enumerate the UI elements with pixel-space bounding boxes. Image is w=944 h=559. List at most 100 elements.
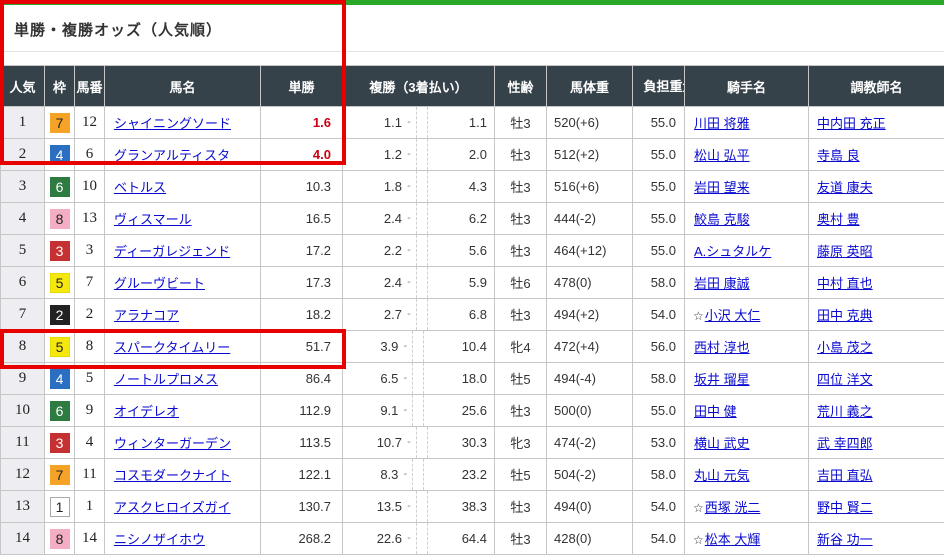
sex-age: 牡3 xyxy=(494,138,547,171)
horse-name-link[interactable]: ニシノザイホウ xyxy=(114,532,206,547)
horse-weight: 494(0) xyxy=(546,490,633,523)
sex-age: 牡5 xyxy=(494,458,547,491)
table-row: 7 2 2 アラナコア 18.2 2.7 - 6.8 牡3 494(+2) 54… xyxy=(0,298,944,331)
place-odds-high: 2.0 xyxy=(468,147,487,162)
horse-name-link[interactable]: ベトルス xyxy=(114,180,167,195)
horse-name-link[interactable]: ノートルプロメス xyxy=(114,372,219,387)
trainer-cell: 新谷 功一 xyxy=(808,522,944,555)
horse-name-cell: ニシノザイホウ xyxy=(104,522,261,555)
horse-name-link[interactable]: アラナコア xyxy=(114,308,180,323)
apprentice-star: ☆ xyxy=(693,533,704,547)
jockey-link[interactable]: 田中 健 xyxy=(694,404,737,419)
col-header-horse-weight: 馬体重 xyxy=(546,65,633,107)
place-odds-high: 25.6 xyxy=(461,403,488,418)
frame-number-badge: 3 xyxy=(49,240,70,261)
horse-number: 7 xyxy=(74,266,105,299)
place-odds-separator: - xyxy=(407,212,411,224)
horse-name-link[interactable]: グルーヴビート xyxy=(114,276,206,291)
table-row: 1 7 12 シャイニングソード 1.6 1.1 - 1.1 牡3 520(+6… xyxy=(0,106,944,139)
jockey-cell: 岩田 康誠 xyxy=(684,266,809,299)
win-odds: 16.5 xyxy=(260,202,343,235)
frame-cell: 4 xyxy=(44,362,75,395)
trainer-cell: 野中 賢二 xyxy=(808,490,944,523)
place-odds-divider xyxy=(416,523,428,554)
jockey-link[interactable]: 小沢 大仁 xyxy=(704,308,761,323)
impost-weight: 54.0 xyxy=(632,522,685,555)
place-odds-cell: 13.5 - 38.3 xyxy=(342,490,495,523)
jockey-link[interactable]: 丸山 元気 xyxy=(694,468,750,483)
trainer-link[interactable]: 吉田 直弘 xyxy=(817,468,873,483)
jockey-link[interactable]: 坂井 瑠星 xyxy=(694,372,750,387)
win-odds: 86.4 xyxy=(260,362,343,395)
place-odds-low: 9.1 xyxy=(380,403,399,418)
popularity-rank: 2 xyxy=(0,138,45,171)
popularity-rank: 14 xyxy=(0,522,45,555)
jockey-link[interactable]: 松本 大輝 xyxy=(704,532,761,547)
trainer-link[interactable]: 四位 洋文 xyxy=(817,372,873,387)
impost-weight: 58.0 xyxy=(632,362,685,395)
trainer-link[interactable]: 寺島 良 xyxy=(817,148,860,163)
horse-name-link[interactable]: ディーガレジェンド xyxy=(114,244,231,259)
trainer-link[interactable]: 友道 康夫 xyxy=(817,180,873,195)
trainer-link[interactable]: 田中 克典 xyxy=(817,308,873,323)
jockey-cell: ☆松本 大輝 xyxy=(684,522,809,555)
place-odds-divider xyxy=(416,427,428,458)
horse-number: 5 xyxy=(74,362,105,395)
trainer-cell: 小島 茂之 xyxy=(808,330,944,363)
popularity-rank: 10 xyxy=(0,394,45,427)
trainer-cell: 藤原 英昭 xyxy=(808,234,944,267)
place-odds-separator: - xyxy=(407,116,411,128)
horse-name-cell: ウィンターガーデン xyxy=(104,426,261,459)
place-odds-low: 2.4 xyxy=(383,211,402,226)
place-odds-separator: - xyxy=(403,372,408,384)
col-header-trainer: 調教師名 xyxy=(808,65,944,107)
jockey-link[interactable]: 鮫島 克駿 xyxy=(694,212,750,227)
trainer-link[interactable]: 野中 賢二 xyxy=(817,500,873,515)
table-row: 14 8 14 ニシノザイホウ 268.2 22.6 - 64.4 牡3 428… xyxy=(0,522,944,555)
col-header-horse-number: 馬番 xyxy=(74,65,105,107)
horse-name-link[interactable]: ウィンターガーデン xyxy=(114,436,232,451)
place-odds-divider xyxy=(412,331,425,362)
jockey-link[interactable]: 松山 弘平 xyxy=(694,148,750,163)
horse-name-cell: シャイニングソード xyxy=(104,106,261,139)
jockey-link[interactable]: A.シュタルケ xyxy=(694,244,772,259)
trainer-link[interactable]: 奥村 豊 xyxy=(817,212,860,227)
impost-weight: 53.0 xyxy=(632,426,685,459)
jockey-link[interactable]: 岩田 康誠 xyxy=(694,276,750,291)
jockey-link[interactable]: 西村 淳也 xyxy=(694,340,750,355)
place-odds-high: 5.9 xyxy=(468,275,487,290)
horse-name-link[interactable]: オイデレオ xyxy=(114,404,180,419)
col-header-frame: 枠 xyxy=(44,65,75,107)
horse-name-cell: アラナコア xyxy=(104,298,261,331)
place-odds-low: 10.7 xyxy=(376,435,402,450)
trainer-link[interactable]: 小島 茂之 xyxy=(817,340,873,355)
col-header-impost: 負担重量 xyxy=(632,65,685,107)
horse-name-link[interactable]: シャイニングソード xyxy=(114,116,232,131)
horse-name-link[interactable]: コスモダークナイト xyxy=(114,468,232,483)
table-row: 12 7 11 コスモダークナイト 122.1 8.3 - 23.2 牡5 50… xyxy=(0,458,944,491)
trainer-link[interactable]: 中内田 充正 xyxy=(817,116,886,131)
jockey-link[interactable]: 横山 武史 xyxy=(694,436,750,451)
horse-weight: 472(+4) xyxy=(546,330,633,363)
trainer-link[interactable]: 藤原 英昭 xyxy=(817,244,873,259)
trainer-link[interactable]: 新谷 功一 xyxy=(817,532,873,547)
horse-name-link[interactable]: アスクヒロイズガイ xyxy=(114,500,231,515)
jockey-link[interactable]: 川田 将雅 xyxy=(694,116,750,131)
jockey-link[interactable]: 岩田 望来 xyxy=(694,180,750,195)
place-odds-divider xyxy=(416,267,428,298)
place-odds-cell: 2.4 - 6.2 xyxy=(342,202,495,235)
place-odds-cell: 9.1 - 25.6 xyxy=(342,394,495,427)
horse-name-link[interactable]: グランアルティスタ xyxy=(114,148,231,163)
impost-weight: 58.0 xyxy=(632,458,685,491)
horse-name-link[interactable]: スパークタイムリー xyxy=(114,340,231,355)
trainer-link[interactable]: 武 幸四郎 xyxy=(817,436,873,451)
trainer-link[interactable]: 荒川 義之 xyxy=(817,404,873,419)
jockey-cell: 松山 弘平 xyxy=(684,138,809,171)
win-odds: 51.7 xyxy=(260,330,343,363)
horse-name-link[interactable]: ヴィスマール xyxy=(114,212,192,227)
jockey-link[interactable]: 西塚 洸二 xyxy=(704,500,761,515)
place-odds-separator: - xyxy=(407,180,411,192)
trainer-link[interactable]: 中村 直也 xyxy=(817,276,873,291)
sex-age: 牡3 xyxy=(494,298,547,331)
impost-weight: 54.0 xyxy=(632,298,685,331)
